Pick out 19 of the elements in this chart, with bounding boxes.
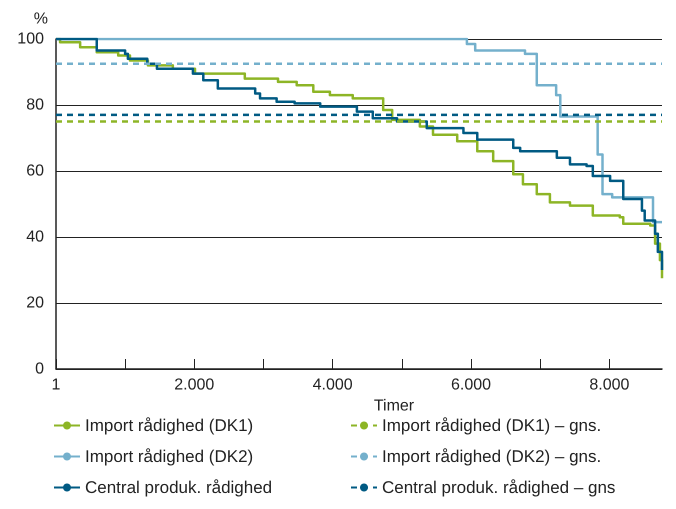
legend-label: Import rådighed (DK2) — [85, 447, 254, 466]
y-axis-title: % — [34, 10, 48, 28]
y-tick-label: 40 — [26, 228, 44, 246]
legend-label: Import rådighed (DK2) – gns. — [382, 447, 602, 466]
legend-label: Import rådighed (DK1) – gns. — [382, 416, 602, 435]
x-tick-label: 2.000 — [174, 376, 214, 394]
x-tick-label: 6.000 — [451, 376, 492, 394]
y-tick-label: 60 — [26, 162, 44, 180]
y-tick-label: 0 — [35, 360, 44, 378]
x-tick-label: 4.000 — [312, 376, 353, 394]
legend-label: Central produk. rådighed — [85, 478, 272, 497]
y-tick-label: 80 — [26, 96, 44, 114]
legend-label: Import rådighed (DK1) — [85, 416, 254, 435]
x-tick-label: 8.000 — [589, 376, 630, 394]
y-tick-label: 20 — [26, 294, 44, 312]
legend-label: Central produk. rådighed – gns — [382, 478, 616, 497]
x-axis-title: Timer — [374, 397, 415, 414]
x-tick-label: 1 — [52, 376, 61, 394]
y-tick-label: 100 — [17, 30, 44, 48]
